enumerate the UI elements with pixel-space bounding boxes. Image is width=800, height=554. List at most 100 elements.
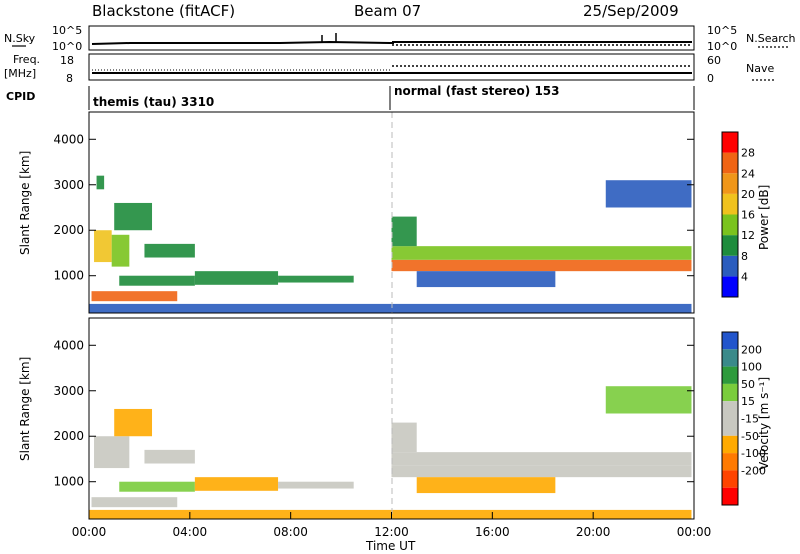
velocity-region-7 [391,465,692,478]
power-colorbar-cell-7 [722,132,738,153]
power-y-axis: 1000 2000 3000 4000 [53,132,694,283]
velocity-colorbar-tick-3: 15 [741,395,755,408]
velocity-region-6 [144,449,195,464]
velocity-colorbar-cell-4 [722,401,738,419]
power-region-0 [94,230,112,263]
power-region-10 [391,246,692,260]
velocity-colorbar-tick-6: -100 [741,447,766,460]
time-axis: 00:00 04:00 08:00 12:00 16:00 20:00 00:00 [72,512,711,539]
power-ytick-label-1: 2000 [53,223,84,237]
cpid-strip: CPID themis (tau) 3310 normal (fast ster… [6,84,695,110]
velocity-region-11 [605,386,692,414]
power-region-11 [391,216,417,247]
velocity-region-3 [119,481,195,492]
nsky-tick-top: 10^5 [52,24,82,37]
power-colorbar-label: Power [dB] [757,185,771,250]
power-colorbar-cell-6 [722,152,738,174]
power-heatmap [89,175,692,313]
velocity-colorbar-cell-8 [722,470,738,488]
velocity-colorbar-tick-4: -15 [741,413,759,426]
cpid-label: CPID [6,90,35,103]
velocity-region-4 [194,477,279,491]
nsky-panel: N.Sky 10^5 10^0 10^5 10^0 N.Search [4,24,796,53]
velocity-region-5 [278,481,354,489]
velocity-colorbar-tick-7: -200 [741,464,766,477]
nsky-tick-bottom: 10^0 [52,40,82,53]
cpid-segment-2: normal (fast stereo) 153 [394,84,560,98]
nsearch-label: N.Search [746,32,796,45]
xlabel: Time UT [365,539,416,553]
power-ytick-label-0: 1000 [53,269,84,283]
power-colorbar-cell-4 [722,193,738,215]
power-colorbar-tick-5: 24 [741,167,755,180]
power-colorbar-tick-0: 4 [741,270,748,283]
velocity-ytick-label-2: 3000 [53,384,84,398]
velocity-region-12 [89,509,692,519]
power-region-12 [416,271,556,288]
velocity-colorbar-cell-3 [722,383,738,402]
power-region-7 [144,243,195,258]
nave-label: Nave [746,62,774,75]
xtick-label-4: 16:00 [475,525,510,539]
nsearch-tick-top: 10^5 [707,24,737,37]
power-ylabel: Slant Range [km] [18,151,32,255]
velocity-colorbar-tick-1: 100 [741,361,762,374]
velocity-colorbar-cell-6 [722,435,738,454]
velocity-colorbar-cell-1 [722,349,738,367]
xtick-label-2: 08:00 [273,525,308,539]
nave-tick-bottom: 0 [707,72,714,85]
power-ytick-label-3: 4000 [53,132,84,146]
xtick-label-3: 12:00 [374,525,409,539]
power-region-9 [391,259,692,272]
power-region-6 [278,275,354,283]
freq-tick-bottom: 8 [66,72,73,85]
velocity-ytick-label-0: 1000 [53,475,84,489]
freq-panel: Freq. [MHz] 18 8 60 0 Nave [4,53,776,85]
velocity-colorbar-tick-5: -50 [741,430,759,443]
power-colorbar-cell-0 [722,276,738,297]
power-colorbar-tick-3: 16 [741,209,755,222]
nsearch-tick-bottom: 10^0 [707,40,737,53]
velocity-y-axis: 1000 2000 3000 4000 [53,338,694,489]
power-colorbar-cell-2 [722,235,738,256]
freq-unit: [MHz] [4,67,36,80]
velocity-colorbar-cell-2 [722,366,738,384]
velocity-region-0 [94,436,130,469]
velocity-region-1 [114,408,153,437]
velocity-colorbar-label: Velocity [m s⁻¹] [757,377,771,470]
power-panel: 1000 2000 3000 4000 Slant Range [km] [18,111,695,314]
nave-tick-top: 60 [707,54,721,67]
power-colorbar-cell-3 [722,214,738,236]
xtick-label-1: 04:00 [173,525,208,539]
power-region-8 [96,175,105,190]
velocity-colorbar: 200 100 50 15 -15 -50 -100 -200 [721,331,766,506]
nsky-label: N.Sky [4,32,36,45]
power-region-5 [194,271,279,285]
velocity-colorbar-tick-2: 50 [741,378,755,391]
power-region-2 [114,202,153,231]
cpid-segment-1: themis (tau) 3310 [93,95,214,109]
freq-tick-top: 18 [60,54,74,67]
velocity-region-8 [391,452,692,466]
power-region-13 [605,180,692,208]
velocity-colorbar-cell-9 [722,487,738,505]
station-title: Blackstone (fitACF) [92,2,235,20]
velocity-heatmap [89,386,692,519]
velocity-region-9 [391,422,417,453]
power-colorbar-tick-6: 28 [741,147,755,160]
velocity-ytick-label-3: 4000 [53,338,84,352]
power-region-1 [111,234,130,267]
power-colorbar-cell-1 [722,255,738,277]
power-ytick-label-2: 3000 [53,178,84,192]
velocity-colorbar-cell-5 [722,418,738,436]
velocity-colorbar-cell-0 [722,332,738,350]
power-colorbar: 4 8 12 16 20 24 28 [721,131,755,298]
power-colorbar-frame [721,131,739,298]
velocity-region-2 [91,497,178,508]
power-colorbar-tick-2: 12 [741,229,755,242]
velocity-colorbar-frame [721,331,739,506]
date-title: 25/Sep/2009 [583,2,679,20]
freq-label: Freq. [13,53,40,66]
